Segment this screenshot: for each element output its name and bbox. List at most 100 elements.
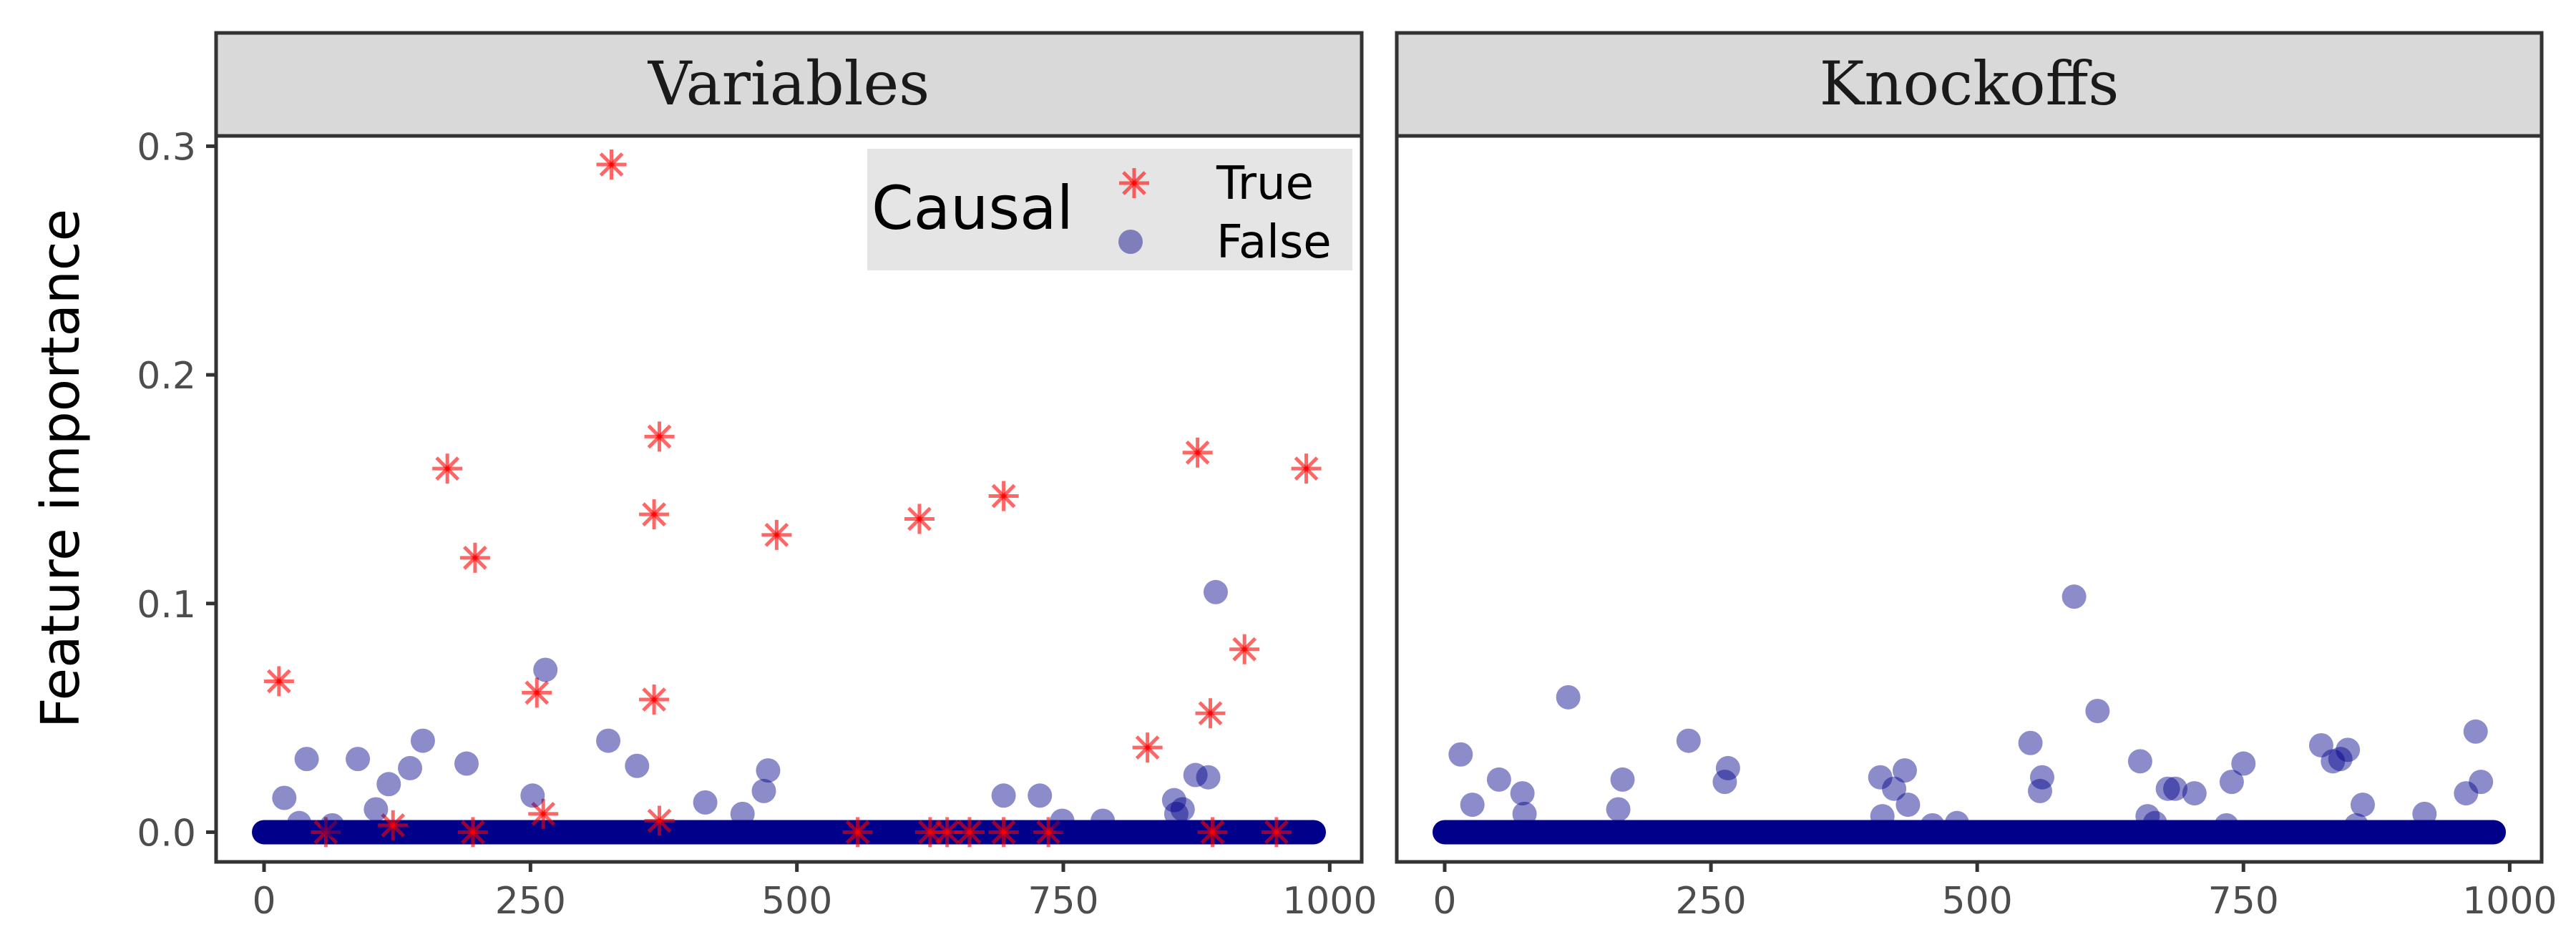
point-true: [988, 817, 1019, 848]
point-true: [639, 685, 670, 715]
point-false: [2163, 776, 2187, 801]
point-false: [1510, 781, 1535, 806]
asterisk-stroke: [907, 506, 932, 531]
asterisk-stroke: [599, 152, 624, 177]
asterisk-stroke: [647, 808, 672, 833]
point-true: [457, 817, 488, 848]
asterisk-stroke: [642, 502, 666, 526]
panel-0: Variables 0 250 500 750 1000 0.0 0.1 0.2 0.3: [137, 31, 1377, 923]
point-false: [1050, 808, 1075, 833]
legend-key-false: [1118, 230, 1143, 254]
point-false: [2412, 801, 2437, 826]
point-true: [842, 817, 873, 848]
point-true: [644, 805, 675, 836]
panel-background: [1397, 136, 2542, 862]
point-false: [1870, 804, 1895, 829]
point-false: [1512, 801, 1537, 826]
y-tick-label: 0.0: [137, 812, 196, 855]
point-false: [730, 801, 755, 826]
point-false: [2029, 765, 2054, 790]
point-false: [1203, 579, 1228, 604]
point-true: [1261, 817, 1292, 848]
point-false: [454, 751, 479, 776]
x-tick-label: 1000: [1282, 880, 1377, 923]
asterisk-stroke: [991, 820, 1016, 845]
asterisk-stroke: [525, 680, 550, 705]
point-true: [644, 421, 675, 452]
point-false: [1610, 767, 1635, 792]
asterisk-stroke: [1198, 701, 1223, 726]
asterisk-stroke: [381, 813, 406, 838]
point-false: [1028, 783, 1053, 808]
x-tick-label: 0: [252, 880, 275, 923]
point-true: [596, 149, 627, 180]
point-false: [272, 785, 297, 810]
point-false: [1606, 797, 1631, 822]
point-false: [1896, 793, 1921, 818]
point-false: [1892, 758, 1917, 783]
point-true: [528, 798, 559, 829]
point-false: [2018, 730, 2043, 755]
panel-strip-label: Variables: [648, 49, 930, 119]
asterisk-stroke: [764, 522, 789, 547]
point-false: [287, 810, 312, 835]
asterisk-stroke: [957, 820, 982, 845]
point-false: [1882, 776, 1907, 801]
point-false: [756, 758, 781, 783]
panel-strip-label: Knockoffs: [1820, 49, 2119, 119]
point-false: [1712, 770, 1737, 795]
panel-border: [214, 134, 1364, 864]
asterisk-stroke: [1135, 735, 1160, 760]
x-tick-label: 1000: [2462, 880, 2557, 923]
legend-background: [867, 149, 1352, 270]
point-true: [459, 542, 490, 573]
point-false: [2454, 781, 2479, 806]
point-true: [954, 817, 985, 848]
point-false: [2214, 813, 2239, 838]
point-false: [2469, 770, 2494, 795]
point-false: [364, 797, 389, 822]
point-false: [991, 783, 1016, 808]
point-false: [1163, 801, 1189, 826]
point-false: [346, 747, 371, 772]
point-false: [1676, 728, 1701, 753]
point-false: [2350, 793, 2375, 818]
asterisk-stroke: [1036, 820, 1061, 845]
point-false: [2344, 813, 2369, 838]
asterisk-stroke: [435, 456, 460, 481]
asterisk-stroke: [647, 424, 672, 449]
asterisk-stroke: [1264, 820, 1289, 845]
point-true: [932, 817, 962, 848]
point-true: [432, 453, 463, 484]
legend-label-true: True: [1216, 157, 1314, 210]
panels-layer: Variables 0 250 500 750 1000 0.0 0.1 0.2 0.3 Knock…: [137, 31, 2557, 923]
point-true: [1291, 453, 1322, 484]
asterisk-stroke: [1122, 171, 1146, 195]
x-tick-label: 500: [1942, 880, 2013, 923]
point-false: [1448, 742, 1473, 767]
point-true: [1132, 732, 1163, 763]
asterisk-stroke: [917, 820, 942, 845]
point-false: [2142, 810, 2167, 835]
plot-area: [1432, 584, 2507, 845]
x-tick-label: 750: [1028, 880, 1098, 923]
point-false: [398, 755, 423, 780]
y-tick-label: 0.3: [137, 126, 196, 169]
point-true: [522, 677, 552, 708]
x-tick-label: 750: [2208, 880, 2279, 923]
asterisk-stroke: [991, 484, 1016, 509]
point-false: [1920, 813, 1945, 838]
point-false: [1868, 765, 1893, 790]
point-true: [1229, 634, 1260, 664]
point-false: [520, 783, 545, 808]
point-true: [988, 481, 1019, 511]
point-false: [2321, 749, 2346, 774]
asterisk-stroke: [461, 820, 485, 845]
point-false: [2155, 776, 2180, 801]
point-false: [1556, 685, 1581, 710]
point-false: [1944, 810, 1969, 835]
point-false: [2182, 781, 2207, 806]
x-tick-label: 250: [495, 880, 566, 923]
point-true: [378, 810, 409, 840]
